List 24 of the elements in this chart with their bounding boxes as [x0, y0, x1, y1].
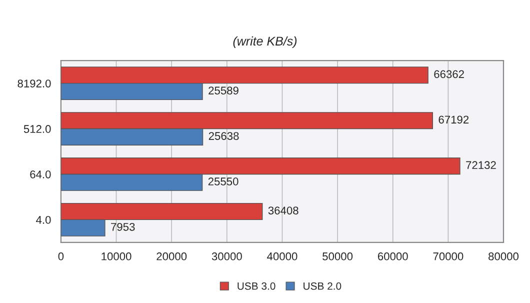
x-tick-label: 80000	[488, 252, 519, 260]
data-label: 36408	[268, 206, 298, 214]
x-tick-label: 40000	[267, 252, 298, 260]
data-label: 7953	[111, 222, 135, 231]
x-tick-label: 10000	[102, 252, 132, 260]
x-tick-label: 0	[58, 252, 64, 260]
x-tick-label: 20000	[156, 252, 187, 260]
x-tick-label: 30000	[212, 252, 242, 260]
data-label: 25550	[208, 178, 238, 186]
data-label: 67192	[438, 116, 469, 124]
data-label: 72132	[466, 161, 496, 170]
y-tick-label: 8192.0	[18, 80, 51, 88]
chart-subtitle: (write KB/s)	[233, 36, 297, 48]
x-tick-label: 60000	[378, 252, 408, 260]
y-tick-label: 64.0	[30, 170, 51, 178]
legend-label: USB 3.0	[238, 282, 276, 290]
data-label: 66362	[434, 70, 464, 78]
y-tick-label: 4.0	[36, 216, 51, 224]
y-tick-label: 512.0	[24, 125, 51, 133]
data-label: 25638	[208, 132, 239, 140]
data-label: 25589	[208, 86, 238, 94]
legend-label: USB 2.0	[304, 282, 342, 290]
x-tick-label: 70000	[433, 252, 464, 260]
x-tick-label: 50000	[322, 252, 353, 260]
